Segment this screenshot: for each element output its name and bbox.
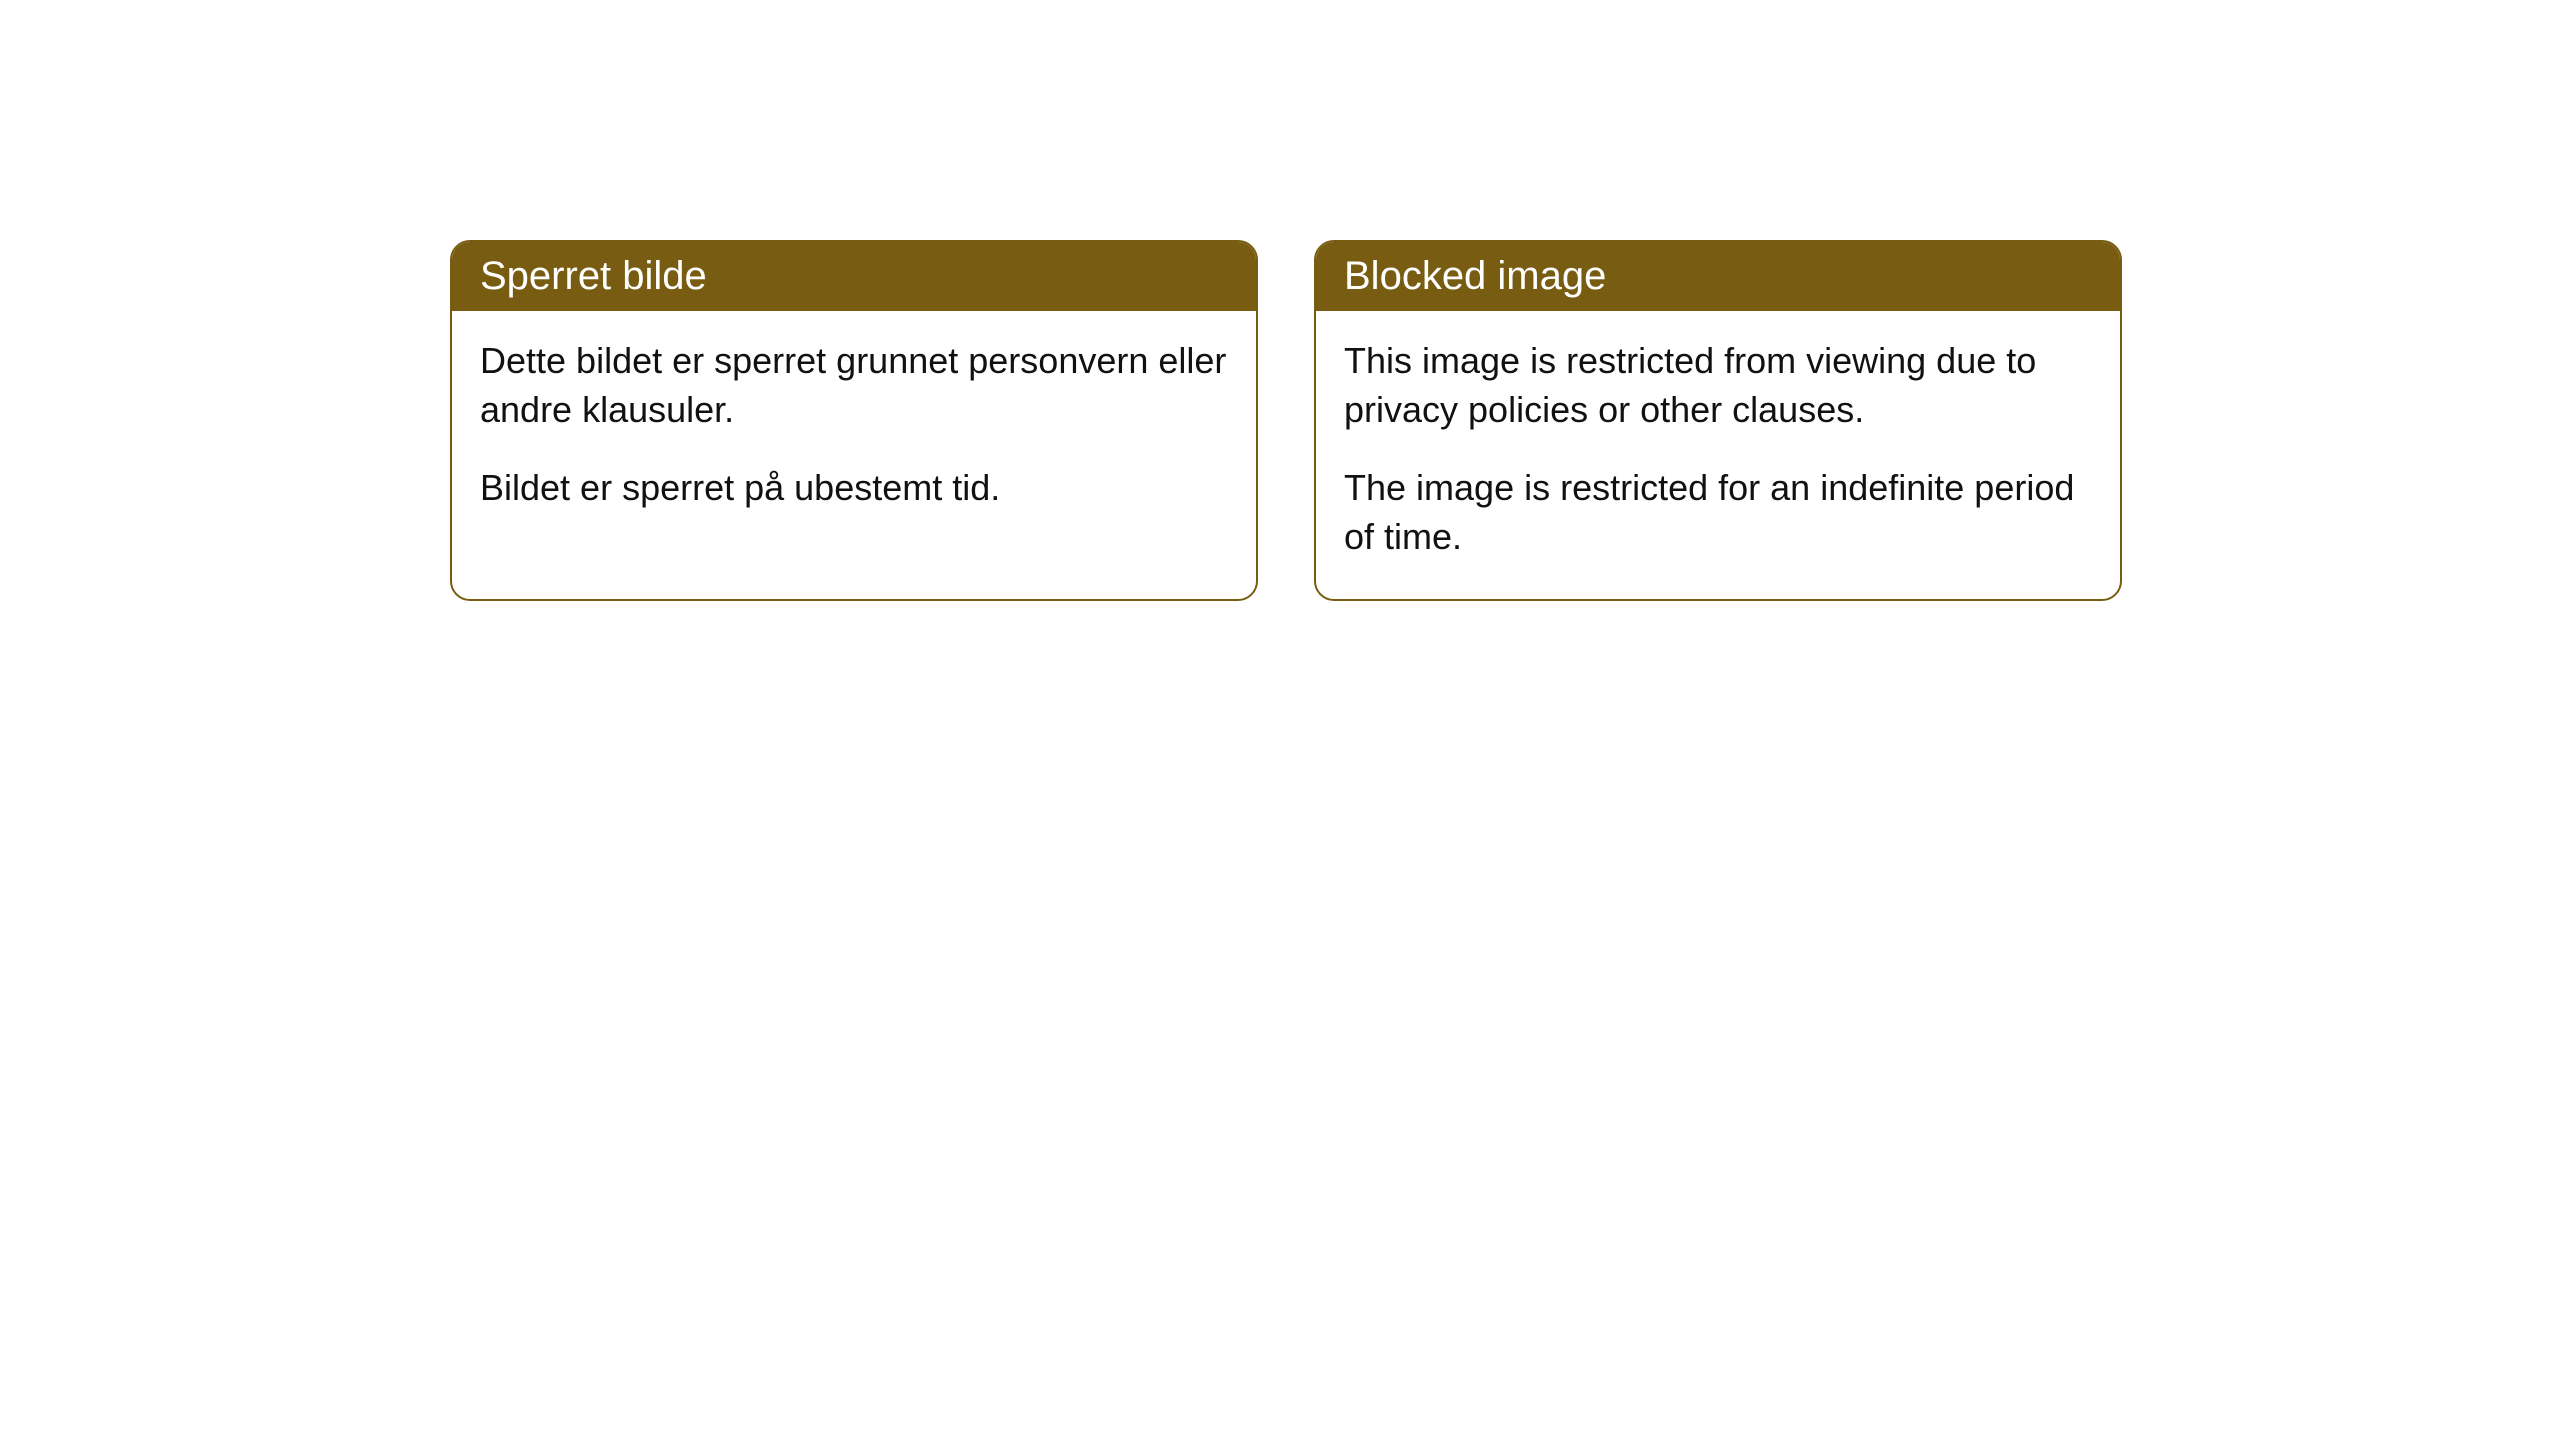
card-body: Dette bildet er sperret grunnet personve… [452,311,1256,551]
card-paragraph: Bildet er sperret på ubestemt tid. [480,464,1228,513]
card-paragraph: The image is restricted for an indefinit… [1344,464,2092,561]
card-paragraph: This image is restricted from viewing du… [1344,337,2092,434]
card-header: Blocked image [1316,242,2120,311]
card-header: Sperret bilde [452,242,1256,311]
blocked-image-card-english: Blocked image This image is restricted f… [1314,240,2122,601]
notice-cards-container: Sperret bilde Dette bildet er sperret gr… [450,240,2560,601]
card-body: This image is restricted from viewing du… [1316,311,2120,599]
blocked-image-card-norwegian: Sperret bilde Dette bildet er sperret gr… [450,240,1258,601]
card-paragraph: Dette bildet er sperret grunnet personve… [480,337,1228,434]
